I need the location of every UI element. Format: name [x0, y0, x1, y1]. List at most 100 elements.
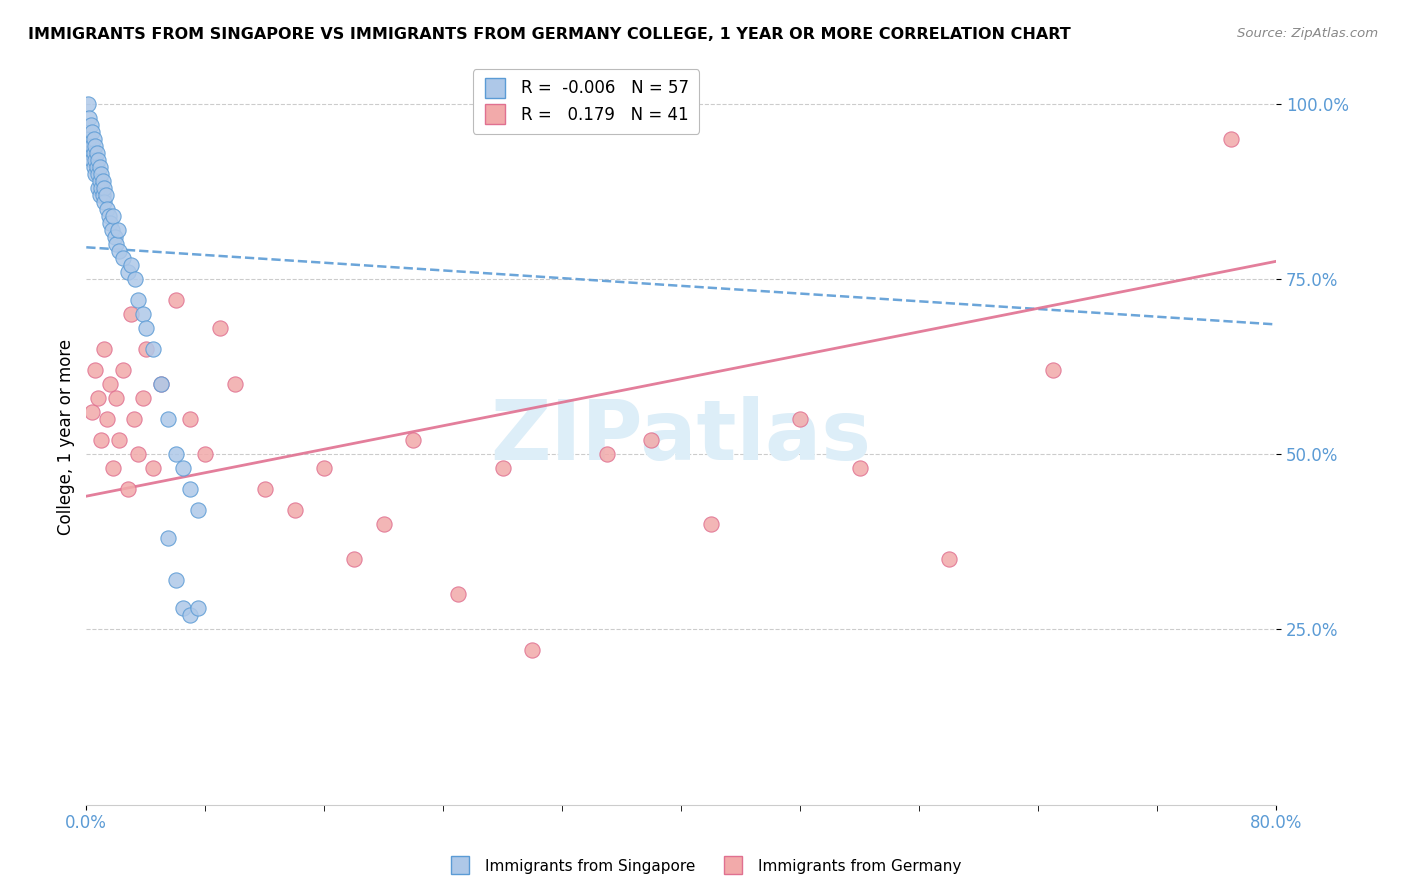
Point	[373, 517, 395, 532]
Point	[157, 412, 180, 426]
Point	[117, 265, 139, 279]
Point	[194, 447, 217, 461]
Point	[80, 118, 103, 132]
Point	[283, 503, 305, 517]
Point	[86, 160, 108, 174]
Text: Source: ZipAtlas.com: Source: ZipAtlas.com	[1237, 27, 1378, 40]
Point	[253, 482, 276, 496]
Point	[105, 236, 128, 251]
Point	[103, 229, 125, 244]
Point	[640, 433, 662, 447]
Point	[112, 251, 135, 265]
Point	[108, 433, 131, 447]
Point	[127, 447, 149, 461]
Point	[77, 111, 100, 125]
Point	[142, 342, 165, 356]
Point	[314, 461, 336, 475]
Point	[93, 342, 115, 356]
Point	[87, 153, 110, 167]
Legend: R =  -0.006   N = 57, R =   0.179   N = 41: R = -0.006 N = 57, R = 0.179 N = 41	[472, 70, 699, 134]
Point	[105, 391, 128, 405]
Text: ZIPatlas: ZIPatlas	[491, 396, 872, 477]
Point	[97, 209, 120, 223]
Point	[179, 608, 201, 623]
Point	[91, 174, 114, 188]
Point	[76, 96, 98, 111]
Point	[135, 321, 157, 335]
Point	[87, 180, 110, 194]
Point	[596, 447, 619, 461]
Point	[172, 601, 194, 615]
Point	[522, 643, 544, 657]
Point	[80, 145, 103, 160]
Point	[89, 160, 111, 174]
Point	[149, 377, 172, 392]
Point	[157, 531, 180, 545]
Point	[492, 461, 515, 475]
Point	[179, 482, 201, 496]
Point	[90, 180, 112, 194]
Point	[94, 187, 117, 202]
Point	[149, 377, 172, 392]
Point	[700, 517, 723, 532]
Point	[1220, 131, 1243, 145]
Point	[179, 412, 201, 426]
Point	[98, 216, 121, 230]
Point	[209, 321, 232, 335]
Point	[120, 307, 142, 321]
Point	[124, 272, 146, 286]
Point	[87, 391, 110, 405]
Point	[84, 138, 107, 153]
Point	[224, 377, 246, 392]
Point	[96, 412, 118, 426]
Point	[83, 131, 105, 145]
Point	[93, 180, 115, 194]
Point	[101, 209, 124, 223]
Point	[90, 167, 112, 181]
Point	[89, 174, 111, 188]
Point	[132, 391, 155, 405]
Point	[86, 145, 108, 160]
Point	[165, 574, 187, 588]
Point	[87, 167, 110, 181]
Point	[100, 223, 122, 237]
Point	[84, 153, 107, 167]
Point	[84, 167, 107, 181]
Point	[117, 482, 139, 496]
Y-axis label: College, 1 year or more: College, 1 year or more	[58, 339, 75, 534]
Point	[108, 244, 131, 258]
Point	[101, 461, 124, 475]
Point	[90, 433, 112, 447]
Point	[142, 461, 165, 475]
Point	[77, 131, 100, 145]
Point	[107, 223, 129, 237]
Point	[96, 202, 118, 216]
Point	[82, 138, 104, 153]
Point	[98, 377, 121, 392]
Point	[343, 552, 366, 566]
Point	[172, 461, 194, 475]
Point	[187, 503, 209, 517]
Point	[187, 601, 209, 615]
Point	[132, 307, 155, 321]
Point	[447, 587, 470, 601]
Point	[83, 145, 105, 160]
Point	[938, 552, 960, 566]
Point	[84, 363, 107, 377]
Point	[83, 160, 105, 174]
Text: IMMIGRANTS FROM SINGAPORE VS IMMIGRANTS FROM GERMANY COLLEGE, 1 YEAR OR MORE COR: IMMIGRANTS FROM SINGAPORE VS IMMIGRANTS …	[28, 27, 1071, 42]
Point	[1042, 363, 1064, 377]
Point	[165, 293, 187, 307]
Point	[89, 187, 111, 202]
Point	[82, 405, 104, 419]
Point	[93, 194, 115, 209]
Point	[789, 412, 811, 426]
Point	[82, 153, 104, 167]
Point	[165, 447, 187, 461]
Point	[122, 412, 145, 426]
Point	[127, 293, 149, 307]
Legend: Immigrants from Singapore, Immigrants from Germany: Immigrants from Singapore, Immigrants fr…	[439, 853, 967, 880]
Point	[82, 125, 104, 139]
Point	[112, 363, 135, 377]
Point	[848, 461, 870, 475]
